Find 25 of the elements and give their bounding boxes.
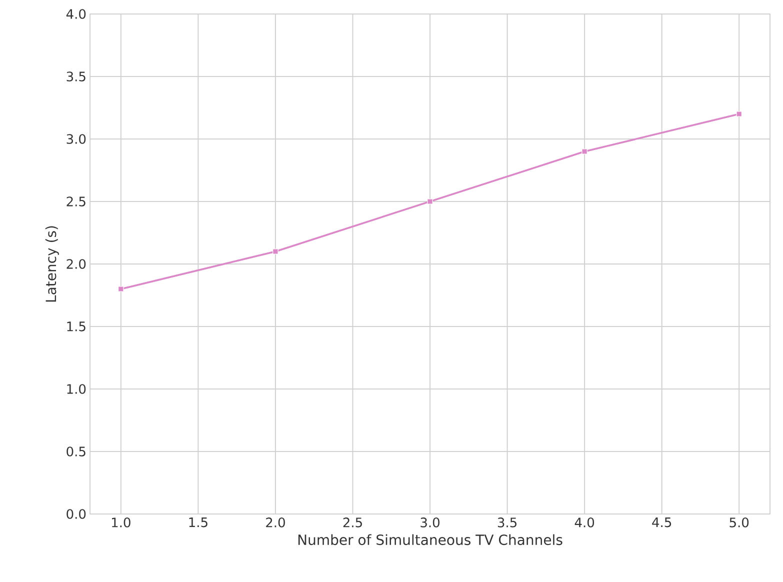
x-tick-label: 4.5 bbox=[652, 518, 672, 528]
x-tick-label: 2.0 bbox=[266, 518, 285, 528]
x-tick-label: 2.5 bbox=[343, 518, 362, 528]
x-tick-label: 1.5 bbox=[189, 518, 208, 528]
point bbox=[736, 111, 742, 117]
y-tick-label: 2.5 bbox=[66, 196, 86, 206]
y-tick-label: 0.5 bbox=[66, 446, 86, 456]
x-tick-label: 4.0 bbox=[574, 518, 594, 528]
y-tick-label: 3.0 bbox=[66, 134, 86, 144]
y-axis-title: Latency (s) bbox=[45, 226, 59, 302]
y-tick-label: 1.5 bbox=[67, 322, 86, 332]
x-tick-label: 5.0 bbox=[730, 518, 749, 528]
x-axis-title: Number of Simultaneous TV Channels bbox=[298, 534, 562, 546]
y-tick-label: 3.5 bbox=[66, 72, 86, 82]
x-tick-label: 3.5 bbox=[498, 518, 516, 528]
point bbox=[272, 248, 278, 254]
y-tick-label: 1.0 bbox=[67, 384, 86, 394]
y-tick-label: 4.0 bbox=[66, 9, 86, 19]
y-tick-label: 2.0 bbox=[66, 259, 86, 269]
y-tick-label: 0.0 bbox=[66, 509, 86, 519]
point bbox=[427, 198, 433, 204]
point bbox=[118, 286, 124, 292]
point bbox=[582, 148, 588, 154]
x-tick-label: 3.0 bbox=[420, 518, 440, 528]
x-tick-label: 1.0 bbox=[112, 518, 130, 528]
